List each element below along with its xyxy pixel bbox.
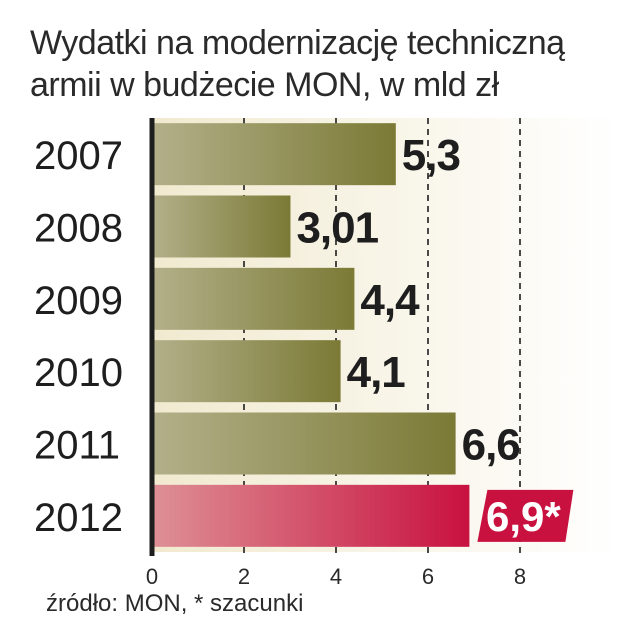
bar-2007 <box>152 123 396 186</box>
value-label-2011: 6,6 <box>462 421 520 470</box>
bar-2011 <box>152 412 456 475</box>
value-label-2009: 4,4 <box>360 276 420 325</box>
value-label-2012: 6,9* <box>486 493 561 540</box>
category-label-2010: 2010 <box>34 351 123 395</box>
value-label-box <box>477 489 574 542</box>
title-line-1: Wydatki na modernizację techniczną <box>30 24 565 62</box>
bar-2012 <box>152 484 470 547</box>
bar-2008 <box>152 195 291 258</box>
value-label-2008: 3,01 <box>296 204 378 253</box>
value-label-2007: 5,3 <box>402 131 460 180</box>
category-label-2009: 2009 <box>34 279 123 323</box>
category-label-2011: 2011 <box>34 424 120 468</box>
source-note: źródło: MON, * szacunki <box>46 590 304 617</box>
x-tick-label: 0 <box>146 564 158 589</box>
title-line-2: armii w budżecie MON, w mld zł <box>30 66 499 104</box>
plot-background <box>152 118 622 552</box>
bar-2009 <box>152 267 355 330</box>
value-label-2010: 4,1 <box>347 348 406 397</box>
chart-title: Wydatki na modernizację techniczną armii… <box>30 22 630 106</box>
category-label-2012: 2012 <box>34 496 123 540</box>
category-label-2007: 2007 <box>34 134 123 178</box>
x-tick-label: 4 <box>330 564 342 589</box>
x-tick-label: 2 <box>238 564 250 589</box>
bar-2010 <box>152 340 341 403</box>
category-label-2008: 2008 <box>34 207 123 251</box>
x-tick-label: 6 <box>422 564 434 589</box>
x-tick-label: 8 <box>514 564 526 589</box>
